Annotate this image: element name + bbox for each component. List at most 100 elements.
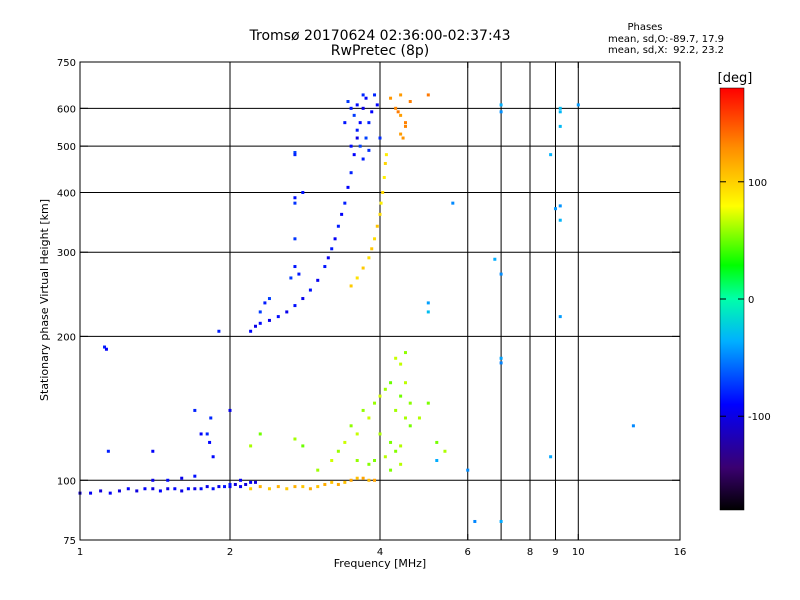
data-point bbox=[249, 487, 253, 491]
data-point bbox=[151, 449, 155, 453]
data-point bbox=[394, 106, 398, 110]
legend-title: Phases bbox=[627, 22, 662, 33]
data-point bbox=[106, 449, 110, 453]
data-point bbox=[389, 468, 393, 472]
data-point bbox=[370, 110, 374, 114]
data-point bbox=[399, 132, 403, 136]
data-point bbox=[193, 487, 197, 491]
data-point bbox=[394, 408, 398, 412]
data-point bbox=[346, 185, 350, 189]
data-point bbox=[99, 489, 103, 493]
data-point bbox=[378, 212, 382, 216]
data-point bbox=[293, 485, 297, 489]
data-point bbox=[349, 284, 353, 288]
data-point bbox=[361, 157, 365, 161]
data-point bbox=[301, 485, 305, 489]
data-point bbox=[249, 480, 253, 484]
data-point bbox=[343, 480, 347, 484]
x-tick-label: 1 bbox=[77, 547, 83, 558]
data-point bbox=[403, 351, 407, 355]
data-point bbox=[228, 485, 232, 489]
data-point bbox=[158, 489, 162, 493]
data-point bbox=[355, 476, 359, 480]
data-point bbox=[330, 480, 334, 484]
data-point bbox=[340, 212, 344, 216]
data-point bbox=[499, 519, 503, 523]
data-point bbox=[499, 356, 503, 360]
data-point bbox=[558, 315, 562, 319]
data-point bbox=[316, 278, 320, 282]
data-point bbox=[208, 440, 212, 444]
data-point bbox=[367, 121, 371, 125]
data-point bbox=[253, 324, 257, 328]
data-point bbox=[180, 489, 184, 493]
data-point bbox=[308, 288, 312, 292]
x-axis: 1 2 4 6 8 9 10 16 bbox=[77, 62, 686, 558]
data-point bbox=[117, 489, 121, 493]
data-point bbox=[293, 304, 297, 308]
data-point bbox=[217, 485, 221, 489]
data-point bbox=[631, 424, 635, 428]
colorbar: [deg] 100 0 -100 bbox=[718, 71, 771, 511]
data-point bbox=[403, 121, 407, 125]
data-point bbox=[276, 315, 280, 319]
data-point bbox=[389, 381, 393, 385]
data-point bbox=[435, 458, 439, 462]
data-point bbox=[126, 487, 130, 491]
data-point bbox=[401, 136, 405, 140]
data-point bbox=[378, 394, 382, 398]
y-tick-label: 75 bbox=[63, 536, 76, 547]
data-point bbox=[326, 256, 330, 260]
data-point bbox=[370, 247, 374, 251]
data-point bbox=[426, 93, 430, 97]
y-axis: 75 100 200 300 400 500 600 750 bbox=[57, 58, 680, 547]
data-point bbox=[382, 175, 386, 179]
data-point bbox=[276, 485, 280, 489]
data-point bbox=[349, 424, 353, 428]
data-point bbox=[499, 110, 503, 114]
x-tick-label: 6 bbox=[465, 547, 471, 558]
data-point bbox=[349, 144, 353, 148]
data-point bbox=[355, 276, 359, 280]
data-point bbox=[336, 449, 340, 453]
data-point bbox=[166, 478, 170, 482]
data-point bbox=[558, 124, 562, 128]
data-point bbox=[361, 106, 365, 110]
data-point bbox=[301, 190, 305, 194]
data-point bbox=[349, 106, 353, 110]
colorbar-tick-label: 0 bbox=[748, 295, 754, 306]
data-point bbox=[293, 150, 297, 154]
data-point bbox=[426, 401, 430, 405]
data-point bbox=[199, 432, 203, 436]
data-point bbox=[228, 408, 232, 412]
data-point bbox=[403, 416, 407, 420]
colorbar-tick-label: 100 bbox=[748, 178, 767, 189]
data-point bbox=[549, 455, 553, 459]
data-point bbox=[316, 485, 320, 489]
data-point bbox=[553, 207, 557, 211]
data-point bbox=[336, 224, 340, 228]
data-point bbox=[293, 196, 297, 200]
data-point bbox=[443, 449, 447, 453]
data-point bbox=[285, 310, 289, 314]
data-point bbox=[403, 124, 407, 128]
data-point bbox=[193, 408, 197, 412]
chart-title: Tromsø 20170624 02:36:00-02:37:43 bbox=[249, 28, 511, 44]
data-point bbox=[239, 478, 243, 482]
data-point bbox=[361, 266, 365, 270]
legend-x-values: 92.2, 23.2 bbox=[673, 45, 724, 56]
data-point bbox=[186, 487, 190, 491]
data-point bbox=[289, 276, 293, 280]
data-point bbox=[209, 416, 213, 420]
data-point bbox=[399, 462, 403, 466]
data-point bbox=[355, 103, 359, 107]
data-point bbox=[499, 361, 503, 365]
y-tick-label: 750 bbox=[57, 58, 76, 69]
data-point bbox=[355, 458, 359, 462]
y-tick-label: 200 bbox=[57, 332, 76, 343]
data-point bbox=[367, 478, 371, 482]
data-point bbox=[267, 318, 271, 322]
data-point bbox=[151, 487, 155, 491]
data-point bbox=[263, 301, 267, 305]
data-point bbox=[249, 329, 253, 333]
